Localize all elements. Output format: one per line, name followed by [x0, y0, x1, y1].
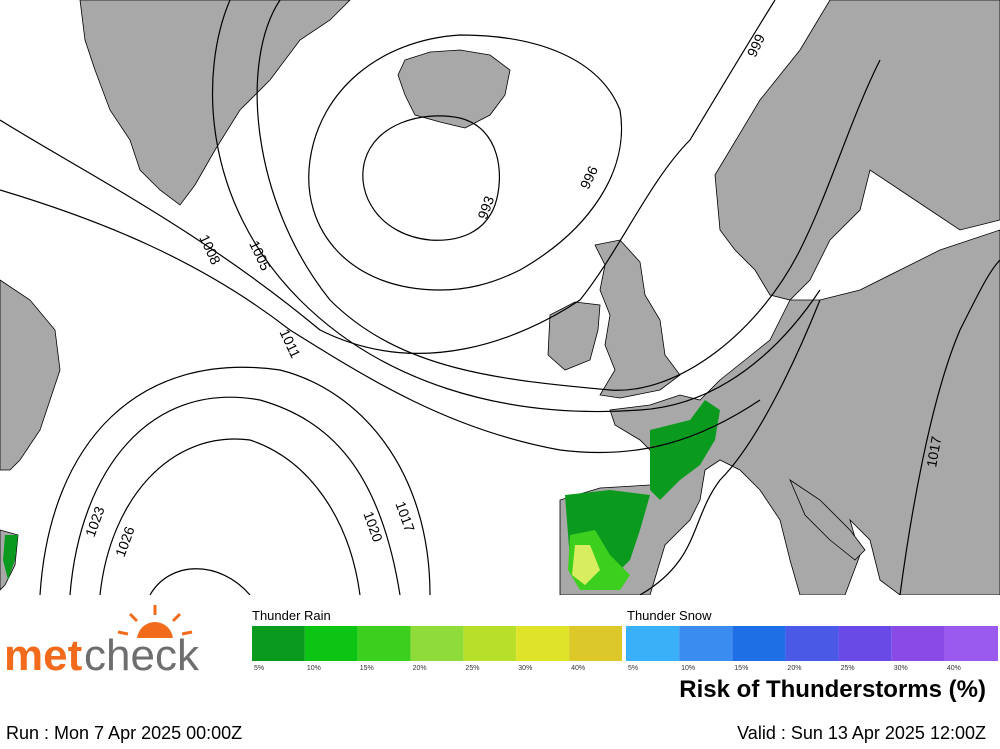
legend-swatch: [732, 626, 786, 661]
isobar-label: 993: [474, 194, 497, 222]
legend-swatch: [516, 626, 570, 661]
legend-snow: 5% 10% 15% 20% 25% 30% 40%: [626, 626, 998, 672]
legend-swatch: [626, 626, 680, 661]
legend-label: 25%: [841, 665, 855, 672]
legend-swatch: [304, 626, 358, 661]
legend-label: 20%: [787, 665, 801, 672]
legend-swatch: [785, 626, 839, 661]
legend-swatch: [838, 626, 892, 661]
legend-swatch: [357, 626, 411, 661]
legend-label: 15%: [734, 665, 748, 672]
legend-swatch: [569, 626, 622, 661]
legend-swatch: [679, 626, 733, 661]
legend-label: 25%: [465, 665, 479, 672]
logo: met check: [4, 605, 200, 680]
footer: met check Thunder Rain Thunder Snow 5% 10…: [0, 595, 1000, 749]
legend-label: 10%: [681, 665, 695, 672]
logo-check: check: [84, 631, 200, 680]
run-time: Run : Mon 7 Apr 2025 00:00Z: [6, 723, 242, 743]
legend-title: Thunder Snow: [627, 608, 712, 623]
map: 999 996 993 1008 1005 1011 1017 1023 102…: [0, 0, 1000, 596]
legend-label: 15%: [360, 665, 374, 672]
legend-label: 40%: [947, 665, 961, 672]
legend-swatch: [463, 626, 517, 661]
isobar-label: 1017: [923, 435, 944, 469]
valid-time: Valid : Sun 13 Apr 2025 12:00Z: [737, 723, 986, 743]
legend-label: 30%: [518, 665, 532, 672]
legend-label: 5%: [628, 665, 638, 672]
legend-label: 5%: [254, 665, 264, 672]
legend-title: Thunder Rain: [252, 608, 331, 623]
legend-rain: 5% 10% 15% 20% 25% 30% 40%: [252, 626, 622, 672]
legend-label: 20%: [413, 665, 427, 672]
map-title: Risk of Thunderstorms (%): [679, 676, 986, 703]
legend-swatch: [252, 626, 305, 661]
legend-swatch: [410, 626, 464, 661]
legend-swatch: [944, 626, 998, 661]
logo-met: met: [4, 631, 83, 680]
legend-swatch: [891, 626, 945, 661]
legend-label: 40%: [571, 665, 585, 672]
legend-label: 10%: [307, 665, 321, 672]
legend-label: 30%: [894, 665, 908, 672]
